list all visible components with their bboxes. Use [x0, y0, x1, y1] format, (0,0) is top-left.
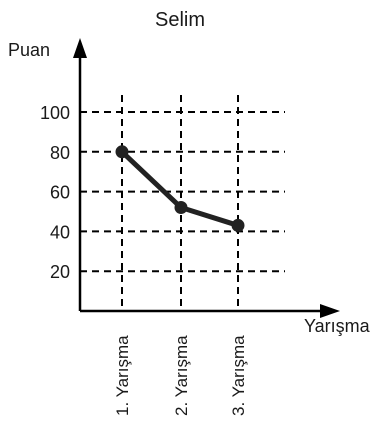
x-axis-arrow-icon — [320, 304, 340, 318]
chart-title: Selim — [155, 9, 205, 31]
y-tick-label: 20 — [50, 262, 70, 282]
y-axis-label: Puan — [8, 40, 50, 60]
y-tick-label: 100 — [40, 103, 70, 123]
data-point — [231, 218, 245, 232]
series-group — [115, 145, 245, 232]
data-point — [115, 145, 129, 159]
y-tick-label: 40 — [50, 222, 70, 242]
y-tick-label: 80 — [50, 143, 70, 163]
x-tick-label: 2. Yarışma — [172, 335, 191, 416]
y-axis-arrow-icon — [73, 38, 87, 58]
y-tick-labels: 20 40 60 80 100 — [40, 103, 70, 282]
x-tick-label: 3. Yarışma — [229, 335, 248, 416]
data-point — [174, 201, 188, 215]
y-tick-label: 60 — [50, 183, 70, 203]
series-line — [119, 149, 241, 228]
grid-lines — [80, 95, 285, 311]
x-tick-label: 1. Yarışma — [113, 335, 132, 416]
axes — [73, 38, 340, 318]
x-tick-labels: 1. Yarışma 2. Yarışma 3. Yarışma — [113, 335, 248, 416]
x-axis-label: Yarışma — [304, 316, 371, 336]
